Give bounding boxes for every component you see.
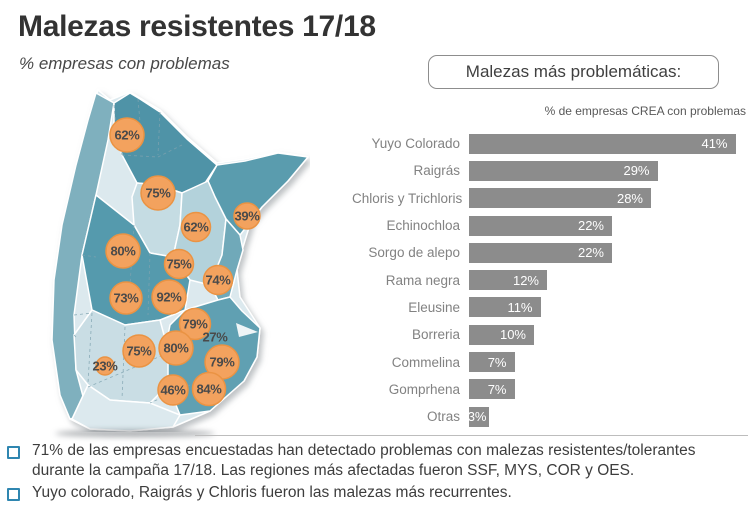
chart-row: Echinochloa 22% (352, 212, 748, 239)
map-bubble-value: 74% (205, 273, 231, 288)
bullet-item: 71% de las empresas encuestadas han dete… (7, 441, 743, 480)
bullet-square-icon (7, 488, 20, 502)
chart-value-label: 22% (577, 218, 604, 234)
chart-category-label: Sorgo de alepo (368, 245, 460, 261)
map-bubble-value: 75% (166, 257, 192, 272)
map-bubble-value: 80% (163, 341, 189, 356)
bullet-square-icon (7, 446, 20, 459)
chart-value-label: 11% (507, 299, 533, 315)
chart-bar: 7% (469, 379, 515, 400)
chart-row: Rama negra 12% (352, 266, 748, 293)
footer-divider (195, 435, 748, 436)
map-bubble-value: 73% (113, 291, 139, 306)
panel-header-box: Malezas más problemáticas: (428, 55, 719, 89)
map-bubble-value: 75% (126, 344, 152, 359)
map-bubble (191, 371, 227, 407)
chart-row: Yuyo Colorado 41% (352, 130, 748, 157)
bullet-text: 71% de las empresas encuestadas han dete… (32, 442, 696, 479)
weeds-bar-chart: Yuyo Colorado 41% Raigrás 29% Chloris y Tric… (352, 130, 748, 430)
chart-category-label: Rama negra (385, 272, 460, 288)
chart-value-label: 29% (623, 163, 650, 179)
map-bubble-value: 39% (234, 209, 260, 224)
map-bubble-value: 92% (156, 290, 182, 305)
panel-header-label: Malezas más problemáticas: (465, 62, 682, 81)
map-bubble (163, 248, 195, 280)
chart-category-label: Eleusine (408, 299, 460, 315)
map-bubble-value: 46% (160, 383, 186, 398)
chart-value-label: 3% (467, 409, 487, 425)
chart-value-label: 12% (512, 272, 539, 288)
map-bubble (109, 117, 145, 153)
chart-category-label: Borreria (411, 327, 460, 343)
page-subtitle: % empresas con problemas (19, 54, 230, 73)
chart-bar: 11% (469, 297, 541, 318)
chart-bar: 10% (469, 324, 534, 345)
chart-category-label: Otras (426, 409, 460, 425)
chart-category-label: Chloris y Trichloris (352, 190, 463, 206)
chart-bar: 3% (467, 406, 489, 427)
map-bubble (109, 281, 143, 315)
chart-bar: 7% (469, 352, 515, 373)
map-bubble (202, 264, 234, 296)
map-bubble-value: 80% (110, 244, 136, 259)
map-svg: 62%75%39%62%80%75%74%73% 92%79%27%75% 80%7… (51, 89, 309, 432)
map-bubble (157, 374, 189, 406)
chart-category-label: Raigrás (413, 163, 460, 179)
chart-category-label: Gomprhena (388, 381, 460, 397)
chart-bar: 22% (469, 215, 612, 236)
chart-caption: % de empresas CREA con problemas (544, 104, 746, 118)
page-title: Malezas resistentes 17/18 (18, 10, 376, 43)
map-bubble (178, 307, 212, 341)
chart-value-label: 10% (499, 327, 526, 343)
chart-row: Sorgo de alepo 22% (352, 239, 748, 266)
chart-bar: 22% (469, 242, 612, 263)
map-bubble-value: 23% (92, 359, 118, 374)
map-bubbles: 62%75%39%62%80%75%74%73% 92%79%27%75% 80%7… (92, 117, 261, 407)
map-bubble-value: 27% (202, 330, 228, 345)
map-bubble (180, 211, 212, 243)
map-bubble (233, 202, 261, 230)
chart-category-label: Yuyo Colorado (371, 136, 460, 152)
map-bubble (105, 233, 141, 269)
map-bubble-value: 79% (182, 317, 208, 332)
map-regions (51, 89, 309, 432)
chart-value-label: 41% (701, 136, 728, 152)
chart-row: Chloris y Trichloris 28% (352, 185, 748, 212)
map-bubble (122, 334, 156, 368)
map-bubble-value: 84% (196, 382, 222, 397)
chart-row: Borreria 10% (352, 321, 748, 348)
map-bubble (95, 356, 115, 376)
map-bubble (158, 330, 194, 366)
chart-bar: 28% (469, 188, 651, 209)
chart-value-label: 7% (487, 381, 507, 397)
chart-value-label: 28% (616, 190, 643, 206)
chart-bar: 29% (469, 160, 658, 181)
chart-row: Eleusine 11% (352, 294, 748, 321)
map-shadow (55, 430, 215, 437)
bullet-list: 71% de las empresas encuestadas han dete… (7, 441, 743, 506)
chart-bar: 12% (469, 270, 547, 291)
map-bubble-value: 79% (209, 355, 235, 370)
chart-bar: 41% (469, 133, 736, 154)
map-bubble-value: 75% (145, 186, 171, 201)
chart-row: Otras 3% (352, 403, 748, 430)
chart-row: Gomprhena 7% (352, 376, 748, 403)
chart-category-label: Commelina (391, 354, 460, 370)
chart-row: Commelina 7% (352, 348, 748, 375)
bullet-item: Yuyo colorado, Raigrás y Chloris fueron … (7, 483, 743, 503)
map-bubble-value: 62% (114, 128, 140, 143)
chart-category-label: Echinochloa (386, 218, 460, 234)
map-bubble (140, 175, 176, 211)
chart-value-label: 22% (577, 245, 604, 261)
map-bubble-value: 62% (183, 220, 209, 235)
map-bubble (151, 279, 187, 315)
chart-value-label: 7% (487, 354, 507, 370)
bullet-text: Yuyo colorado, Raigrás y Chloris fueron … (32, 484, 512, 502)
argentina-map: 62% 75% 39% 62% 80% 75% 74% 73% 92% 79% 27% 75% 80% 7… (30, 85, 310, 432)
chart-row: Raigrás 29% (352, 157, 748, 184)
